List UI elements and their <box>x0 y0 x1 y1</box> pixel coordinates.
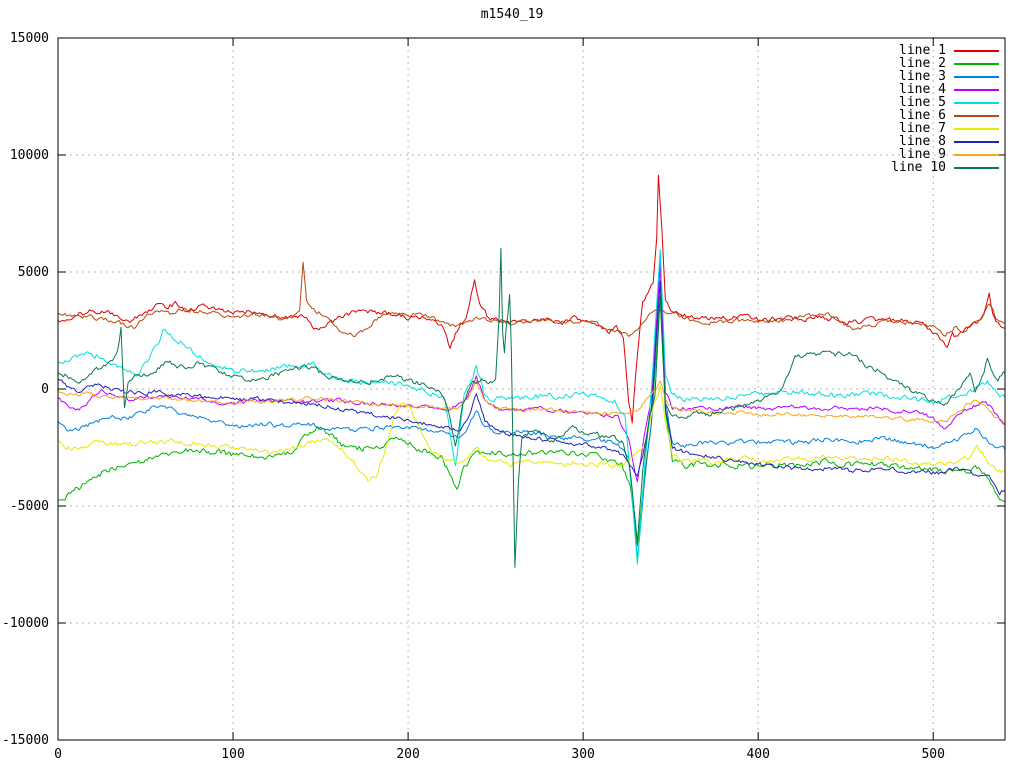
legend-line-sample <box>954 49 999 52</box>
y-tick-label: 5000 <box>18 265 49 280</box>
legend: line 1 line 2 line 3 line 4 line 5 line 6 line… <box>891 44 999 174</box>
y-tick-label: 10000 <box>10 148 49 163</box>
legend-line-sample <box>954 127 999 130</box>
legend-item: line 1 <box>899 44 999 57</box>
legend-item: line 8 <box>899 135 999 148</box>
legend-line-sample <box>954 153 999 156</box>
y-tick-label: -5000 <box>10 499 49 514</box>
legend-line-sample <box>954 62 999 65</box>
y-tick-label: 15000 <box>10 31 49 46</box>
x-tick-label: 200 <box>396 747 419 762</box>
legend-line-sample <box>954 166 999 169</box>
legend-item: line 6 <box>899 109 999 122</box>
legend-label: line 1 <box>899 43 946 58</box>
legend-label: line 6 <box>899 108 946 123</box>
chart-title: m1540_19 <box>480 7 544 22</box>
series-line-8 <box>58 280 1005 496</box>
x-tick-label: 0 <box>54 747 62 762</box>
x-tick-label: 400 <box>746 747 769 762</box>
legend-line-sample <box>954 140 999 143</box>
legend-item: line 7 <box>899 122 999 135</box>
legend-item: line 5 <box>899 96 999 109</box>
legend-item: line 3 <box>899 70 999 83</box>
legend-item: line 9 <box>899 148 999 161</box>
legend-item: line 10 <box>891 161 999 174</box>
legend-label: line 10 <box>891 160 946 175</box>
x-tick-label: 500 <box>921 747 944 762</box>
plot-border <box>57 37 1006 741</box>
y-tick-label: 0 <box>41 382 49 397</box>
legend-label: line 2 <box>899 56 946 71</box>
legend-label: line 8 <box>899 134 946 149</box>
y-tick-label: -15000 <box>2 733 49 748</box>
legend-line-sample <box>954 88 999 91</box>
legend-label: line 3 <box>899 69 946 84</box>
x-tick-label: 100 <box>221 747 244 762</box>
legend-line-sample <box>954 75 999 78</box>
series-line-2 <box>58 296 1005 547</box>
series-line-6 <box>58 261 1005 338</box>
legend-label: line 9 <box>899 147 946 162</box>
legend-item: line 4 <box>899 83 999 96</box>
legend-item: line 2 <box>899 57 999 70</box>
series-line-9 <box>58 380 1005 426</box>
series-line-5 <box>58 249 1005 565</box>
series-line-1 <box>58 174 1005 424</box>
legend-label: line 5 <box>899 95 946 110</box>
y-tick-label: -10000 <box>2 616 49 631</box>
legend-label: line 4 <box>899 82 946 97</box>
series-line-7 <box>58 385 1005 482</box>
legend-line-sample <box>954 114 999 117</box>
legend-label: line 7 <box>899 121 946 136</box>
series-line-10 <box>58 247 1005 568</box>
series-line-4 <box>58 264 1005 483</box>
legend-line-sample <box>954 101 999 104</box>
x-tick-label: 300 <box>571 747 594 762</box>
series-line-3 <box>58 252 1005 560</box>
